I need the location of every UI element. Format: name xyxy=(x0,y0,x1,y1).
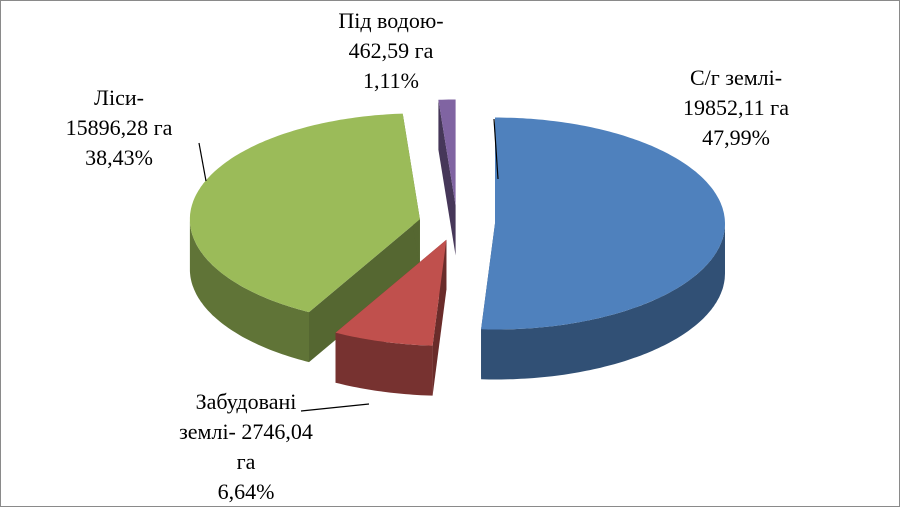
leader-lines xyxy=(198,118,499,412)
slice-cut-face xyxy=(438,99,456,256)
label-built: Забудовані землі- 2746,04 га 6,64% xyxy=(171,387,321,506)
slice xyxy=(335,239,447,346)
label-forest: Ліси- 15896,28 га 38,43% xyxy=(29,83,209,173)
value-label: 19852,11 га xyxy=(683,95,789,120)
category-label: Забудовані землі- xyxy=(179,389,297,444)
leader-line xyxy=(198,142,207,182)
category-label: Під водою- xyxy=(338,8,444,33)
value-label: 462,59 га xyxy=(348,38,434,63)
leader-line xyxy=(493,118,499,180)
slice xyxy=(481,117,725,330)
percent-label: 38,43% xyxy=(85,145,153,170)
slice-side xyxy=(189,219,309,363)
label-agri: С/г землі- 19852,11 га 47,99% xyxy=(636,63,836,153)
value-label: 2746,04 га xyxy=(236,419,313,474)
leader-line xyxy=(300,403,370,412)
percent-label: 47,99% xyxy=(702,125,770,150)
slice-side xyxy=(335,332,433,396)
slice-cut-face xyxy=(309,219,420,363)
category-label: Ліси- xyxy=(94,85,144,110)
percent-label: 1,11% xyxy=(362,68,419,93)
label-water: Під водою- 462,59 га 1,11% xyxy=(301,6,481,96)
value-label: 15896,28 га xyxy=(65,115,173,140)
percent-label: 6,64% xyxy=(217,479,275,504)
slice xyxy=(438,99,456,206)
category-label: С/г землі- xyxy=(689,65,783,90)
slice-side xyxy=(481,223,725,380)
slices xyxy=(189,99,725,396)
slice xyxy=(189,113,420,313)
